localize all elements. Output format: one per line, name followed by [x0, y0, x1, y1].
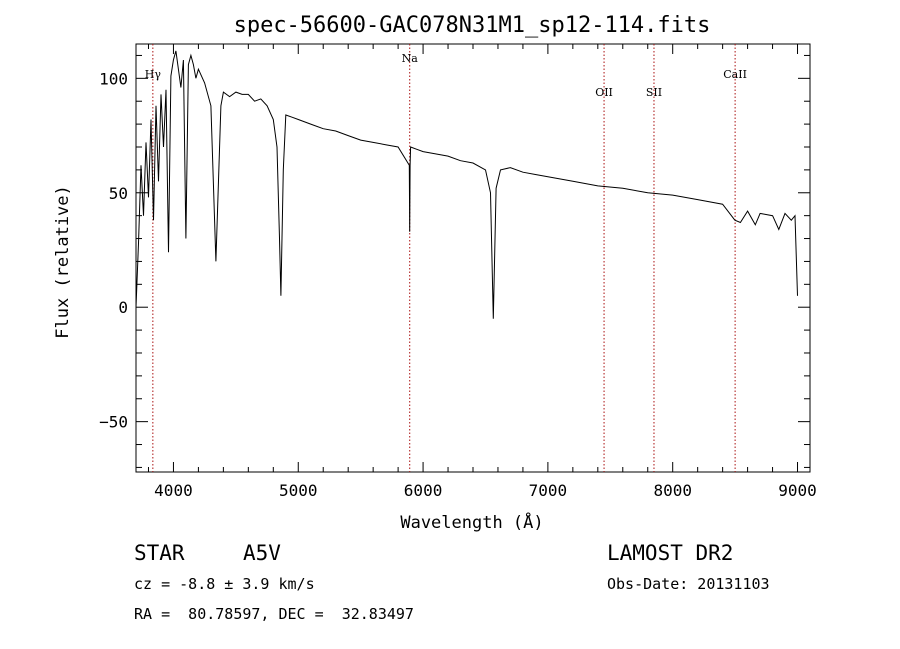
- spectrum-line: [135, 50, 798, 319]
- y-tick-label: −50: [99, 413, 128, 432]
- x-tick-label: 6000: [404, 481, 443, 500]
- line-markers: Hγ Na OII SII CaII: [145, 44, 747, 472]
- marker-label: Hγ: [145, 68, 162, 81]
- y-tick-label: 100: [99, 69, 128, 88]
- marker-label: CaII: [723, 68, 747, 81]
- marker-label: Na: [402, 52, 419, 65]
- x-tick-label: 5000: [279, 481, 318, 500]
- object-subclass: A5V: [243, 541, 281, 565]
- survey-name: LAMOST DR2: [607, 541, 734, 565]
- y-axis-label: Flux (relative): [53, 185, 73, 339]
- chart-title: spec-56600-GAC078N31M1_sp12-114.fits: [234, 13, 711, 38]
- x-tick-label: 8000: [653, 481, 692, 500]
- x-tick-label: 7000: [529, 481, 568, 500]
- x-axis-label: Wavelength (Å): [400, 511, 543, 533]
- x-tick-label: 4000: [154, 481, 193, 500]
- obs-date: Obs-Date: 20131103: [607, 575, 770, 593]
- y-tick-label: 0: [118, 298, 128, 317]
- x-tick-label: 9000: [778, 481, 817, 500]
- coordinates: RA = 80.78597, DEC = 32.83497: [134, 605, 414, 623]
- object-type: STAR: [134, 541, 185, 565]
- marker-label: OII: [595, 86, 613, 99]
- axis-ticks: 4000 5000 6000 7000 8000 9000 −50 0 50 100: [99, 44, 817, 500]
- plot-frame: [135, 43, 811, 473]
- y-tick-label: 50: [109, 184, 128, 203]
- marker-label: SII: [646, 86, 662, 99]
- redshift-text: cz = -8.8 ± 3.9 km/s: [134, 575, 315, 593]
